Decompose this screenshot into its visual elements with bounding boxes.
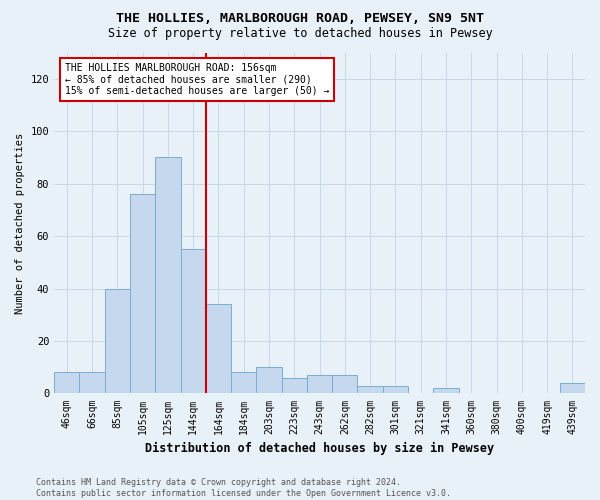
Y-axis label: Number of detached properties: Number of detached properties [15, 132, 25, 314]
Bar [130, 194, 155, 394]
Bar [358, 386, 383, 394]
Bar [332, 375, 358, 394]
Bar [383, 386, 408, 394]
Bar [281, 378, 307, 394]
Bar [231, 372, 256, 394]
Text: THE HOLLIES, MARLBOROUGH ROAD, PEWSEY, SN9 5NT: THE HOLLIES, MARLBOROUGH ROAD, PEWSEY, S… [116, 12, 484, 26]
Bar [54, 372, 79, 394]
X-axis label: Distribution of detached houses by size in Pewsey: Distribution of detached houses by size … [145, 442, 494, 455]
Bar [155, 158, 181, 394]
Bar [256, 367, 281, 394]
Text: Contains HM Land Registry data © Crown copyright and database right 2024.
Contai: Contains HM Land Registry data © Crown c… [36, 478, 451, 498]
Bar [560, 383, 585, 394]
Bar [79, 372, 105, 394]
Text: Size of property relative to detached houses in Pewsey: Size of property relative to detached ho… [107, 28, 493, 40]
Bar [105, 288, 130, 394]
Text: THE HOLLIES MARLBOROUGH ROAD: 156sqm
← 85% of detached houses are smaller (290)
: THE HOLLIES MARLBOROUGH ROAD: 156sqm ← 8… [65, 62, 329, 96]
Bar [307, 375, 332, 394]
Bar [181, 249, 206, 394]
Bar [433, 388, 458, 394]
Bar [206, 304, 231, 394]
